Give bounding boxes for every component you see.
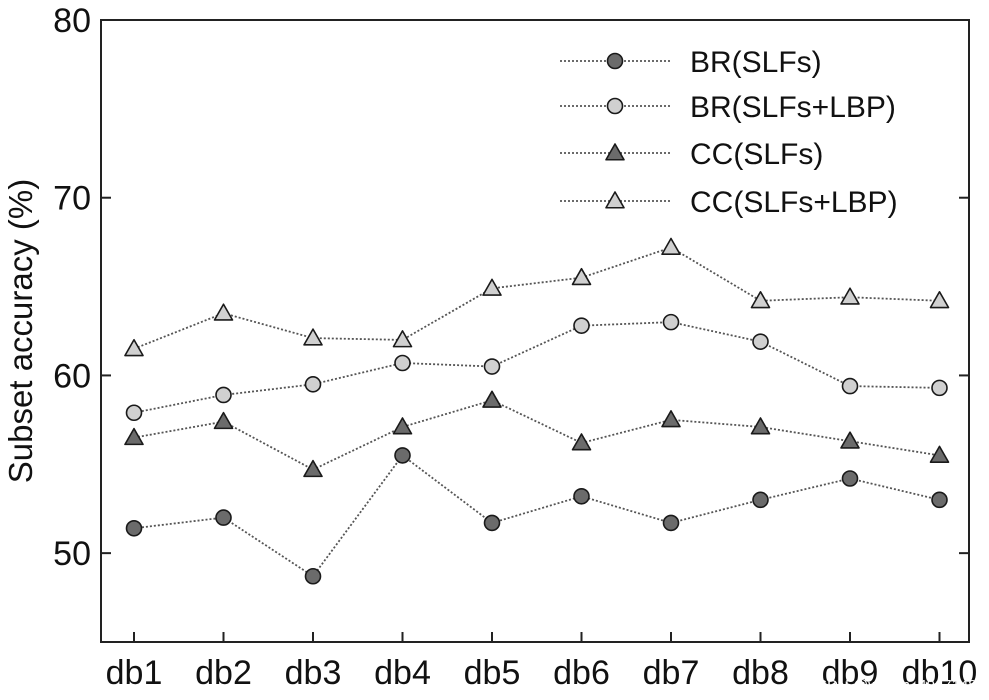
legend-item: BR(SLFs) [560,46,822,79]
data-point [215,386,232,404]
data-point [394,354,411,372]
series-line [133,454,940,578]
data-point [483,514,501,532]
series-2 [124,390,950,478]
data-point [571,267,592,286]
legend-marker [605,191,625,209]
data-point [929,445,950,463]
x-tick-label: db4 [374,654,431,692]
data-point [840,287,860,305]
legend-label: BR(SLFs) [690,46,822,79]
data-point [394,447,411,464]
series-line [133,399,940,471]
data-point [841,470,859,487]
legend: BR(SLFs) BR(SLFs+LBP) CC(SLFs) CC(SLFs+LBP) [560,46,898,219]
x-tick-label: db3 [285,654,342,692]
data-point [482,390,502,408]
legend-marker [605,143,625,161]
data-point [392,417,413,435]
data-point [482,278,502,296]
series-1 [125,313,948,422]
x-tick-label: db9 [822,654,879,692]
series-0 [125,447,948,585]
data-point [662,313,680,331]
data-point [750,417,771,435]
x-tick-label: db10 [902,654,978,692]
legend-label: BR(SLFs+LBP) [690,91,896,124]
x-tick-label: db6 [553,654,610,692]
data-point [571,433,592,451]
data-point [573,487,590,505]
plot-area: 50 60 70 80 db1 db2 db3 db4 db5 db6 db7 db8 db9 db10 [53,2,977,692]
data-point [661,410,681,428]
y-axis-label: Subset accuracy (%) [2,179,39,483]
data-point [215,509,232,526]
series-line [133,246,940,350]
x-tick-label: db7 [643,654,700,692]
data-point [931,379,948,397]
data-point [931,491,948,509]
y-tick-label: 70 [53,180,91,218]
y-tick-label: 60 [53,357,91,395]
y-tick-label: 80 [53,2,91,40]
data-point [752,333,769,350]
x-tick-label: db5 [464,654,521,692]
data-point [662,514,680,532]
legend-item: CC(SLFs+LBP) [560,186,898,219]
data-point [392,330,413,348]
data-point [125,404,143,422]
legend-marker [606,52,624,70]
data-point [213,411,234,430]
plot-frame [100,19,970,643]
data-point [213,303,234,321]
data-point [304,376,322,393]
x-tick-label: db2 [195,654,252,692]
legend-item: CC(SLFs) [560,138,823,171]
data-point [841,377,859,395]
legend-marker [606,97,624,115]
data-point [124,427,144,446]
series-line [133,321,940,414]
data-point [125,519,143,537]
data-point [661,237,681,256]
data-point [124,338,144,357]
series-3 [124,237,950,357]
data-point [303,459,323,478]
legend-item: BR(SLFs+LBP) [560,91,896,124]
y-tick-label: 50 [53,535,91,573]
legend-label: CC(SLFs) [690,138,823,171]
watermark: CSDN @weixin_49171484 [806,677,985,694]
data-point [573,317,590,334]
legend-label: CC(SLFs+LBP) [690,186,898,219]
x-tick-label: db1 [106,654,163,692]
data-point [483,358,501,375]
x-tick-label: db8 [732,654,789,692]
data-point [840,431,860,449]
data-point [304,567,322,585]
data-point [303,328,323,346]
data-point [929,290,950,309]
data-point [750,290,771,309]
data-point [752,491,769,509]
